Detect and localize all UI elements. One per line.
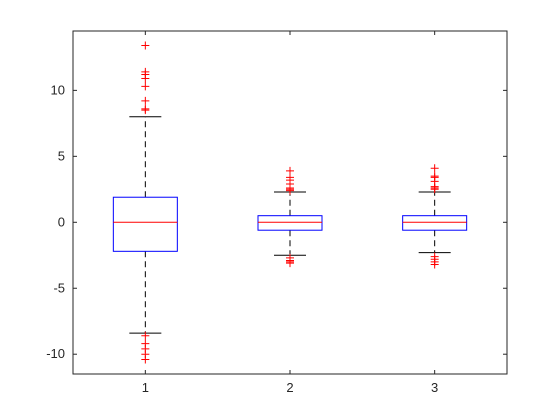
chart-axes: -10 -5 0 5 10 1 2 3 xyxy=(46,30,508,395)
outlier-point xyxy=(286,259,294,268)
x-tick-label: 1 xyxy=(142,380,149,395)
box-group-2 xyxy=(257,166,323,268)
outlier-point xyxy=(141,331,150,340)
y-tick-label: 5 xyxy=(58,148,65,163)
outlier-point xyxy=(430,164,439,173)
outlier-point xyxy=(430,172,439,181)
chart-marks xyxy=(112,41,468,364)
box-iqr xyxy=(112,196,178,252)
box-iqr xyxy=(257,215,323,231)
x-tick-label: 3 xyxy=(431,380,438,395)
box-iqr xyxy=(402,215,468,231)
y-tick-label: 10 xyxy=(51,82,65,97)
outlier-point xyxy=(141,67,150,76)
outlier-point xyxy=(141,41,150,50)
outlier-point xyxy=(141,104,150,113)
outlier-point xyxy=(141,82,150,91)
outlier-point xyxy=(430,260,439,269)
outlier-point xyxy=(286,166,294,175)
y-tick-label: -10 xyxy=(46,346,65,361)
y-tick-label: -5 xyxy=(53,280,65,295)
box-group-3 xyxy=(402,164,468,269)
outlier-point xyxy=(141,355,150,364)
y-tick-label: 0 xyxy=(58,214,65,229)
x-tick-label: 2 xyxy=(286,380,293,395)
outlier-point xyxy=(141,96,150,105)
box-group-1 xyxy=(112,41,178,364)
